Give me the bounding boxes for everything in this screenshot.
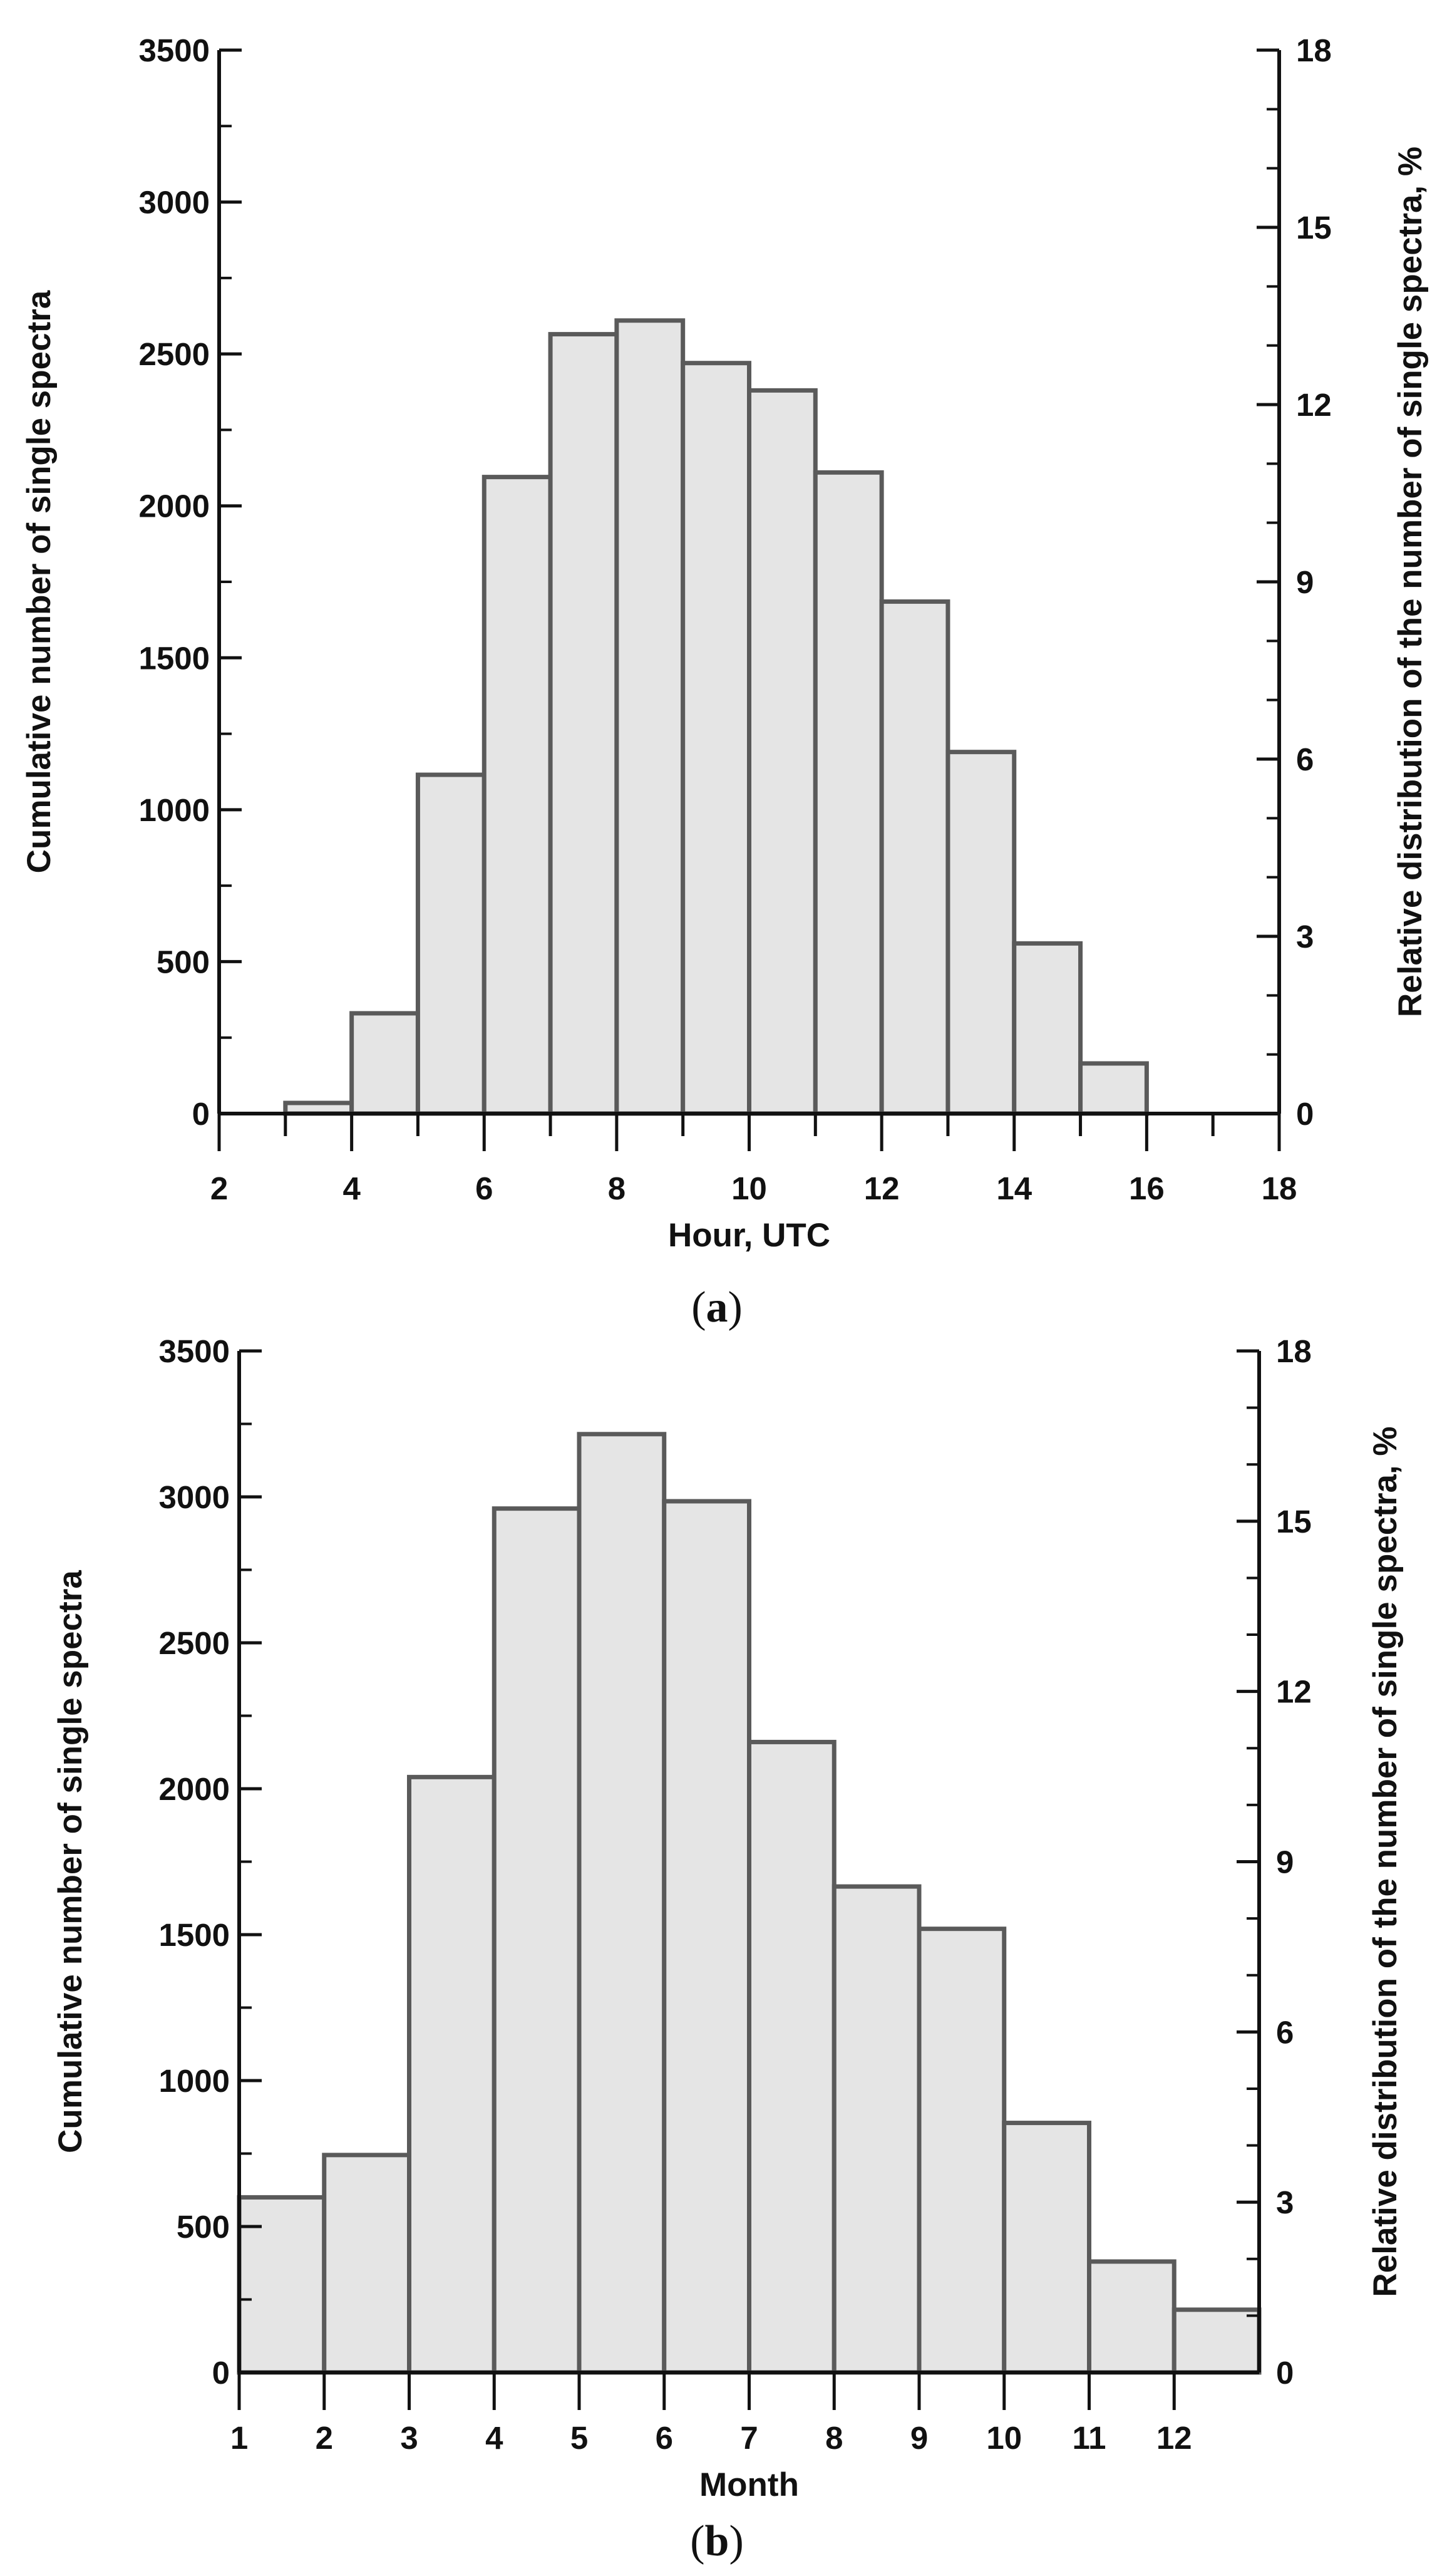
y-axis-title: Cumulative number of single spectra bbox=[21, 290, 58, 873]
y-tick-label: 500 bbox=[177, 2209, 230, 2245]
y-tick-label: 1500 bbox=[139, 640, 210, 676]
y-tick-label: 2500 bbox=[159, 1625, 230, 1661]
bar bbox=[1012, 941, 1083, 1116]
bars-group bbox=[237, 1432, 1262, 2375]
x-tick-label: 12 bbox=[1156, 2420, 1192, 2456]
x-axis-title: Hour, UTC bbox=[668, 1217, 830, 1254]
y2-tick-label: 9 bbox=[1276, 1844, 1294, 1880]
bar bbox=[1002, 2121, 1091, 2375]
bar bbox=[614, 318, 686, 1116]
x-axis-title: Month bbox=[699, 2466, 799, 2503]
x-tick-label: 3 bbox=[400, 2420, 418, 2456]
bar bbox=[879, 599, 950, 1116]
y2-tick-label: 6 bbox=[1276, 2014, 1294, 2050]
bar bbox=[813, 470, 884, 1116]
panel-caption-letter: b bbox=[705, 2517, 729, 2565]
x-tick-label: 2 bbox=[316, 2420, 333, 2456]
bar bbox=[577, 1432, 667, 2375]
y-tick-label: 1000 bbox=[159, 2063, 230, 2099]
y2-tick-label: 0 bbox=[1276, 2355, 1294, 2391]
x-tick-label: 5 bbox=[570, 2420, 588, 2456]
y2-tick-label: 15 bbox=[1296, 210, 1332, 246]
x-tick-label: 9 bbox=[910, 2420, 928, 2456]
y-tick-label: 2500 bbox=[139, 336, 210, 372]
x-tick-label: 12 bbox=[864, 1171, 900, 1206]
y2-tick-label: 0 bbox=[1296, 1096, 1314, 1132]
y2-tick-label: 3 bbox=[1276, 2185, 1294, 2220]
bar bbox=[662, 1499, 751, 2375]
bar bbox=[349, 1011, 420, 1116]
y2-tick-label: 18 bbox=[1276, 1333, 1312, 1369]
panel-caption: (a) bbox=[691, 1283, 743, 1332]
y2-tick-label: 15 bbox=[1276, 1504, 1312, 1539]
panel-caption-letter: a bbox=[706, 1283, 728, 1332]
y-tick-label: 0 bbox=[212, 2355, 230, 2391]
bar bbox=[832, 1884, 922, 2375]
x-tick-label: 10 bbox=[731, 1171, 767, 1206]
x-tick-label: 8 bbox=[825, 2420, 843, 2456]
bar bbox=[747, 1739, 837, 2375]
x-tick-label: 14 bbox=[996, 1171, 1032, 1206]
bar bbox=[548, 332, 619, 1116]
y-tick-label: 3500 bbox=[139, 33, 210, 68]
bar bbox=[1171, 2307, 1262, 2375]
y2-axis-title: Relative distribution of the number of s… bbox=[1392, 147, 1429, 1017]
x-tick-label: 4 bbox=[342, 1171, 361, 1206]
y2-tick-label: 12 bbox=[1296, 387, 1332, 423]
bar bbox=[747, 388, 818, 1116]
bar bbox=[481, 475, 553, 1116]
bar bbox=[1087, 2259, 1177, 2375]
y-tick-label: 1000 bbox=[139, 792, 210, 828]
y-tick-label: 500 bbox=[157, 944, 210, 980]
y2-tick-label: 3 bbox=[1296, 919, 1314, 954]
panel-caption: (b) bbox=[690, 2517, 744, 2565]
y-tick-label: 3000 bbox=[139, 185, 210, 220]
x-tick-label: 2 bbox=[210, 1171, 228, 1206]
bars-group bbox=[283, 318, 1149, 1116]
bar bbox=[681, 361, 751, 1116]
bar bbox=[237, 2195, 327, 2375]
bar bbox=[917, 1927, 1007, 2375]
y-axis-title: Cumulative number of single spectra bbox=[52, 1570, 89, 2153]
bar bbox=[407, 1774, 497, 2375]
x-tick-label: 18 bbox=[1262, 1171, 1297, 1206]
y-tick-label: 0 bbox=[192, 1096, 210, 1132]
y-tick-label: 3500 bbox=[159, 1333, 230, 1369]
x-tick-label: 8 bbox=[608, 1171, 626, 1206]
y2-tick-label: 12 bbox=[1276, 1674, 1312, 1710]
y-tick-label: 1500 bbox=[159, 1917, 230, 1953]
y2-axis-title: Relative distribution of the number of s… bbox=[1367, 1427, 1404, 2297]
bar bbox=[1078, 1061, 1149, 1116]
ticks-group: 0 500 1000 1500 2000 2500 3000 3500 0 3 6 9 12 15 18 2 4… bbox=[139, 33, 1332, 1206]
bar bbox=[415, 772, 487, 1116]
y2-tick-label: 6 bbox=[1296, 742, 1314, 777]
bar bbox=[492, 1506, 582, 2375]
x-tick-label: 6 bbox=[656, 2420, 673, 2456]
chart-panel-a: 0 500 1000 1500 2000 2500 3000 3500 0 3 6 9 12 15 18 2 4… bbox=[21, 33, 1429, 1332]
x-tick-label: 16 bbox=[1129, 1171, 1165, 1206]
x-tick-label: 1 bbox=[230, 2420, 248, 2456]
y-tick-label: 3000 bbox=[159, 1479, 230, 1515]
y2-tick-label: 18 bbox=[1296, 33, 1332, 68]
bar bbox=[322, 2153, 411, 2375]
x-tick-label: 6 bbox=[475, 1171, 493, 1206]
x-tick-label: 4 bbox=[485, 2420, 503, 2456]
x-tick-label: 11 bbox=[1073, 2420, 1106, 2456]
y-tick-label: 2000 bbox=[139, 489, 210, 524]
x-tick-label: 10 bbox=[986, 2420, 1022, 2456]
bar bbox=[945, 750, 1017, 1116]
y-tick-label: 2000 bbox=[159, 1771, 230, 1807]
x-tick-label: 7 bbox=[740, 2420, 758, 2456]
y2-tick-label: 9 bbox=[1296, 564, 1314, 600]
